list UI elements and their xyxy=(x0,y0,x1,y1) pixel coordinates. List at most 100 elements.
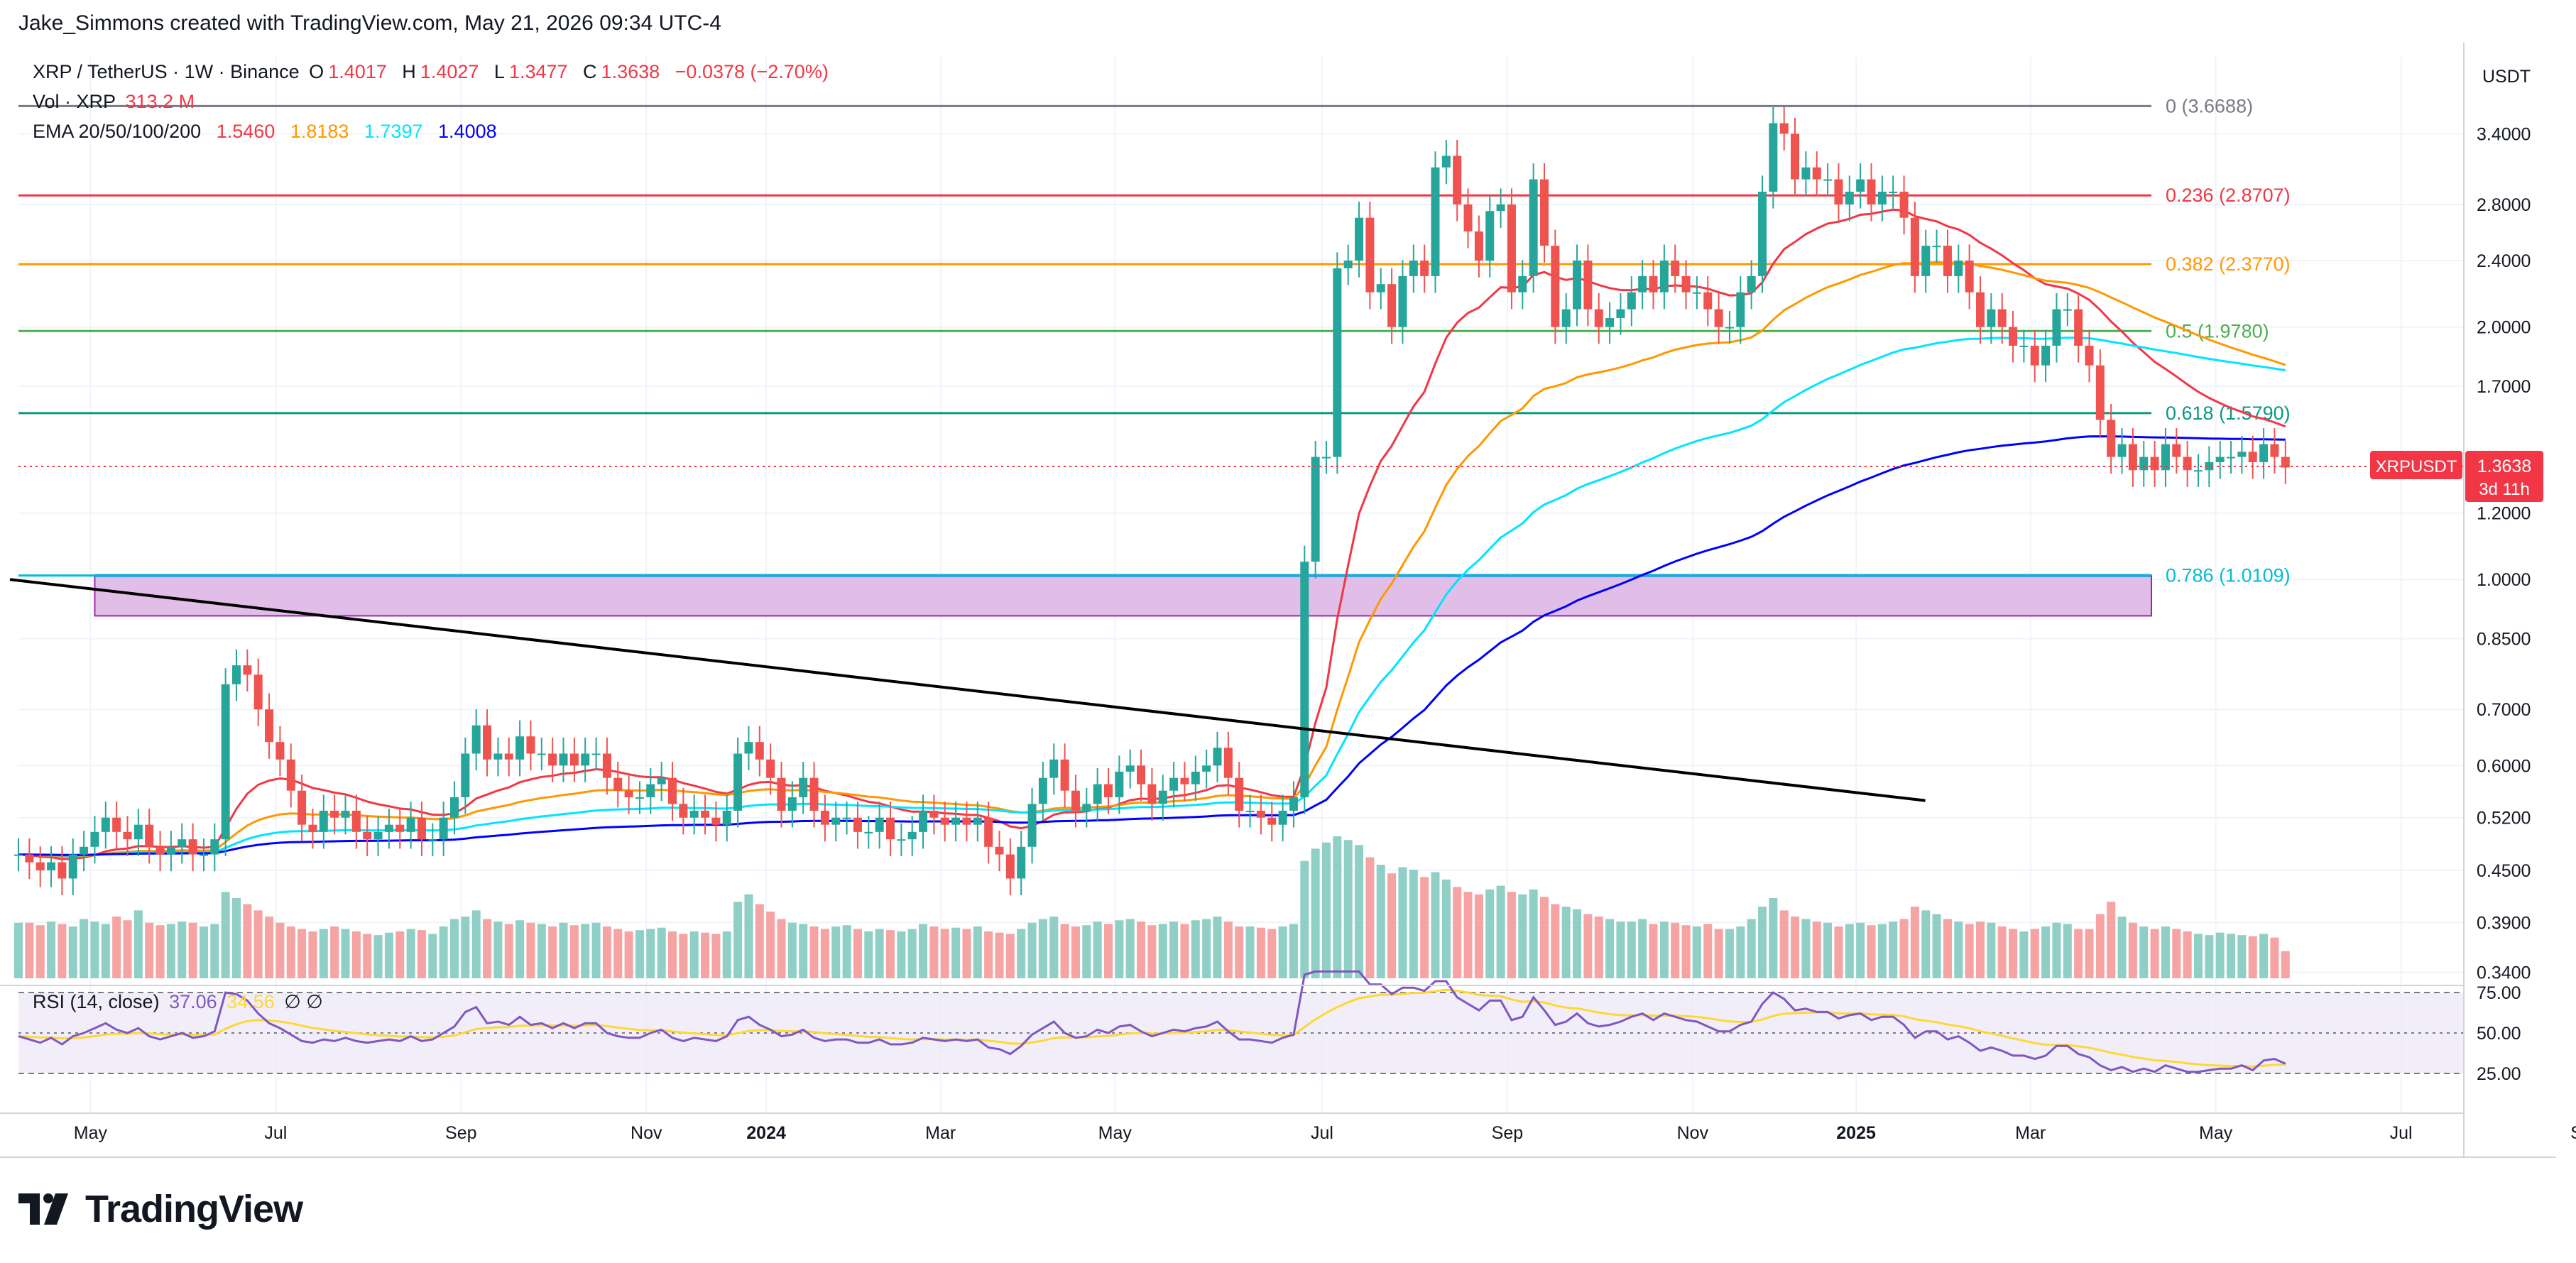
volume-bar xyxy=(286,926,295,978)
volume-bar xyxy=(886,930,895,978)
volume-bar xyxy=(2237,935,2247,978)
candle xyxy=(1736,276,1745,344)
candle-body xyxy=(2194,470,2203,472)
candle xyxy=(1583,244,1593,327)
candle-body xyxy=(1409,261,1418,276)
candle xyxy=(2237,435,2247,474)
candle xyxy=(439,802,448,856)
candle xyxy=(1245,794,1255,828)
candle xyxy=(787,781,797,828)
candle-body xyxy=(1507,204,1516,292)
candle xyxy=(1573,244,1582,327)
candle-body xyxy=(178,839,187,847)
header-ema-row[interactable]: EMA 20/50/100/200 1.5460 1.8183 1.7397 1… xyxy=(33,121,501,143)
candle-body xyxy=(1616,309,1625,318)
candle-body xyxy=(1638,275,1647,292)
volume-bar xyxy=(657,927,666,978)
candle-body xyxy=(2085,345,2094,366)
trendline xyxy=(9,578,1926,802)
candle-body xyxy=(275,742,285,760)
ohlc-h-label: H xyxy=(402,61,416,82)
candle xyxy=(351,794,361,849)
candle-body xyxy=(1038,777,1047,804)
volume-bar xyxy=(1420,877,1429,978)
rsi-pane: 75.00 50.00 25.00 xyxy=(18,970,2521,1084)
candle-body xyxy=(1049,759,1059,778)
volume-bar xyxy=(2030,929,2039,978)
volume-bar xyxy=(515,920,525,978)
candle-body xyxy=(1300,562,1309,797)
volume-bar xyxy=(526,922,535,978)
rsi-line xyxy=(18,970,2286,1073)
candle-body xyxy=(1398,275,1407,327)
candle-body xyxy=(1267,817,1277,825)
volume-bar xyxy=(471,910,481,978)
candle xyxy=(1812,151,1821,197)
volume-bar xyxy=(90,922,99,978)
volume-bar xyxy=(2248,936,2257,978)
candle xyxy=(1910,202,1919,293)
candle-body xyxy=(1583,261,1593,310)
tradingview-brand-name: TradingView xyxy=(85,1188,303,1230)
candle xyxy=(68,838,77,896)
candle xyxy=(188,823,197,872)
candle-body xyxy=(711,817,721,825)
volume-bar xyxy=(1115,920,1124,978)
symbol-title[interactable]: XRP / TetherUS · 1W · Binance xyxy=(33,61,300,82)
volume-bar xyxy=(820,929,829,978)
candle-body xyxy=(1137,765,1146,784)
volume-bar xyxy=(1137,922,1146,978)
candle-body xyxy=(1736,292,1745,327)
time-tick-label: Mar xyxy=(925,1123,956,1143)
volume-bar xyxy=(450,919,459,978)
volume-bar xyxy=(581,924,590,978)
volume-bar xyxy=(504,924,513,978)
volume-bar xyxy=(787,922,797,978)
ohlc-o-label: O xyxy=(309,61,324,82)
candle xyxy=(1267,802,1277,842)
header-volume-row[interactable]: Vol · XRP 313.2 M xyxy=(33,91,199,113)
candle-body xyxy=(1834,179,1843,205)
volume-bar xyxy=(679,934,688,978)
candle xyxy=(1376,268,1385,310)
rsi-header[interactable]: RSI (14, close) 37.06 34.56 ∅ ∅ xyxy=(33,991,327,1013)
candle xyxy=(1747,260,1756,310)
price-tick-label: 1.2000 xyxy=(2477,504,2531,524)
volume-bar xyxy=(221,892,230,978)
candle xyxy=(853,802,862,849)
candle xyxy=(929,794,939,835)
candle xyxy=(559,737,568,782)
volume-bar xyxy=(2259,934,2269,978)
volume-bar xyxy=(1671,922,1680,978)
ema100-value: 1.7397 xyxy=(364,121,423,142)
candle-body xyxy=(886,817,895,840)
candle-body xyxy=(777,777,786,811)
rsi-value: 37.06 xyxy=(169,991,217,1012)
candle xyxy=(657,762,666,802)
candle xyxy=(450,781,459,835)
candle xyxy=(232,649,241,701)
volume-bar xyxy=(1997,926,2007,978)
candle-body xyxy=(1856,179,1865,192)
candle-body xyxy=(875,817,884,832)
volume-bar xyxy=(58,924,67,978)
candle xyxy=(1213,731,1222,782)
candle-body xyxy=(624,790,633,797)
volume-bar xyxy=(493,922,503,978)
volume-bar xyxy=(1202,919,1211,978)
candle-body xyxy=(2117,444,2127,457)
volume-bar xyxy=(2052,922,2061,978)
candle-body xyxy=(25,854,34,863)
candle xyxy=(537,737,546,771)
candle xyxy=(112,802,121,849)
volume-bar xyxy=(1365,857,1375,978)
candle xyxy=(1365,202,1375,310)
candle xyxy=(1518,260,1527,310)
candle xyxy=(2107,403,2116,474)
candle-body xyxy=(679,804,688,818)
tradingview-logo[interactable]: TradingView xyxy=(18,1187,303,1231)
candle-body xyxy=(1420,261,1429,276)
candle-body xyxy=(1965,261,1974,292)
candle xyxy=(2052,293,2061,363)
